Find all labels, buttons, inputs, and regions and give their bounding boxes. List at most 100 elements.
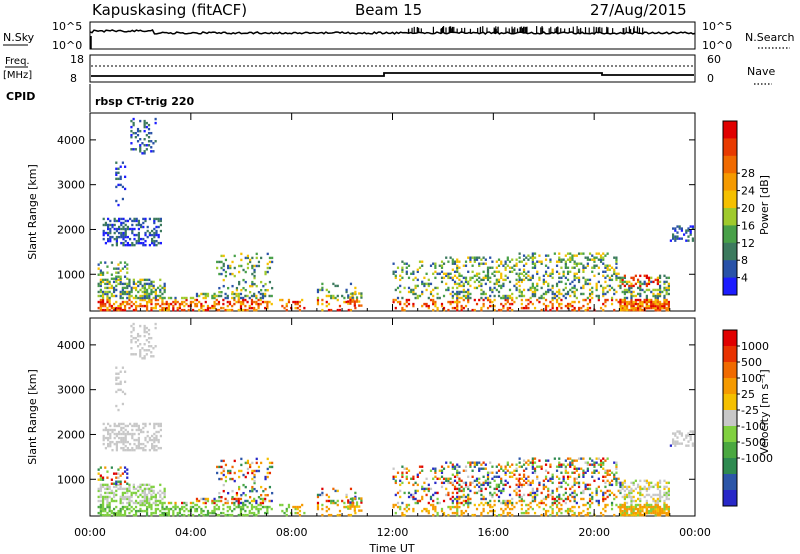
velocity-cell xyxy=(281,504,283,506)
velocity-cell xyxy=(133,514,135,516)
velocity-cell xyxy=(547,488,549,490)
power-cell xyxy=(122,283,124,285)
velocity-cell xyxy=(552,474,554,476)
power-cell xyxy=(596,295,598,297)
velocity-cell xyxy=(523,500,525,502)
power-cell xyxy=(151,238,153,240)
velocity-cell xyxy=(635,488,637,490)
velocity-cell xyxy=(258,470,260,472)
velocity-cell xyxy=(652,486,654,488)
power-cell xyxy=(672,233,674,235)
velocity-cell xyxy=(648,482,650,484)
velocity-cell xyxy=(465,510,467,512)
velocity-cell xyxy=(441,470,443,472)
power-cell xyxy=(103,230,105,232)
power-cell xyxy=(578,252,580,254)
power-cell xyxy=(547,283,549,285)
power-cell xyxy=(227,309,229,311)
power-cell xyxy=(445,273,447,275)
power-cell xyxy=(120,242,122,244)
power-cell xyxy=(111,236,113,238)
power-cell xyxy=(478,299,480,301)
velocity-cell xyxy=(142,447,144,449)
power-cell xyxy=(135,136,137,138)
velocity-cell xyxy=(452,492,454,494)
power-cell xyxy=(430,265,432,267)
power-cell xyxy=(556,307,558,309)
power-cell xyxy=(519,273,521,275)
power-cell xyxy=(454,261,456,263)
power-cell xyxy=(587,283,589,285)
velocity-cell xyxy=(98,506,100,508)
velocity-cell xyxy=(264,494,266,496)
power-cell xyxy=(288,299,290,301)
power-cell xyxy=(523,295,525,297)
power-cell xyxy=(157,295,159,297)
power-cell xyxy=(505,279,507,281)
power-cell xyxy=(140,242,142,244)
velocity-cell xyxy=(489,472,491,474)
power-cell xyxy=(301,299,303,301)
power-cell xyxy=(102,309,104,311)
velocity-cell xyxy=(439,470,441,472)
velocity-cell xyxy=(445,488,447,490)
velocity-cell xyxy=(124,506,126,508)
power-cell xyxy=(498,285,500,287)
power-cell xyxy=(174,297,176,299)
velocity-cell xyxy=(102,484,104,486)
power-cell xyxy=(478,277,480,279)
velocity-cell xyxy=(496,476,498,478)
velocity-cell xyxy=(103,429,105,431)
velocity-cell xyxy=(160,447,162,449)
power-cell xyxy=(532,267,534,269)
station-title: Kapuskasing (fitACF) xyxy=(92,1,247,19)
power-cell xyxy=(125,240,127,242)
power-cell xyxy=(580,287,582,289)
velocity-cell xyxy=(114,429,116,431)
velocity-cell xyxy=(507,512,509,514)
power-cell xyxy=(607,265,609,267)
power-cell xyxy=(602,309,604,311)
power-cell xyxy=(120,228,122,230)
velocity-cell xyxy=(249,496,251,498)
velocity-cell xyxy=(538,459,540,461)
velocity-cell xyxy=(615,478,617,480)
velocity-cell xyxy=(630,488,632,490)
velocity-cell xyxy=(139,508,141,510)
velocity-cell xyxy=(136,439,138,441)
power-cell xyxy=(525,273,527,275)
power-cell xyxy=(160,218,162,220)
power-cell xyxy=(140,224,142,226)
power-cell xyxy=(151,234,153,236)
velocity-cell xyxy=(509,472,511,474)
velocity-cell xyxy=(415,482,417,484)
power-cell xyxy=(478,285,480,287)
velocity-cell xyxy=(545,510,547,512)
velocity-cell xyxy=(412,484,414,486)
velocity-cell xyxy=(683,438,685,440)
power-cell xyxy=(138,228,140,230)
power-cell xyxy=(611,297,613,299)
power-cell xyxy=(188,305,190,307)
power-cell xyxy=(253,275,255,277)
power-cell xyxy=(141,152,143,154)
power-cell xyxy=(519,289,521,291)
power-cell xyxy=(585,267,587,269)
velocity-cell xyxy=(202,498,204,500)
power-cell xyxy=(513,269,515,271)
velocity-cell xyxy=(144,484,146,486)
power-cell xyxy=(125,224,127,226)
velocity-colorbar-segment xyxy=(723,362,737,379)
velocity-cell xyxy=(253,470,255,472)
power-cell xyxy=(465,277,467,279)
velocity-colorbar-tick-label: 25 xyxy=(741,388,755,401)
velocity-cell xyxy=(122,488,124,490)
power-cell xyxy=(578,277,580,279)
power-cell xyxy=(238,309,240,311)
power-cell xyxy=(222,303,224,305)
power-cell xyxy=(124,287,126,289)
power-cell xyxy=(158,234,160,236)
velocity-cell xyxy=(487,512,489,514)
power-cell xyxy=(476,303,478,305)
power-cell xyxy=(117,172,119,174)
